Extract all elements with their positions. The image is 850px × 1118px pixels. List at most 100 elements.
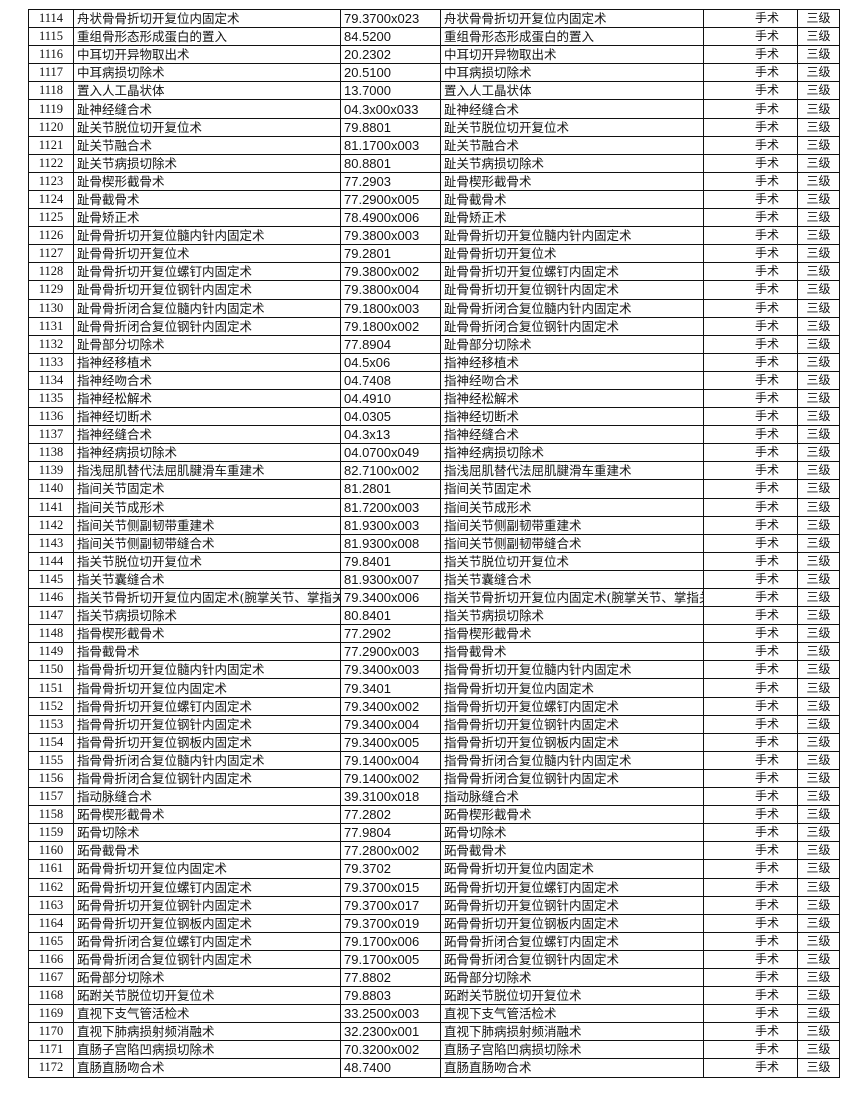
procedure-type: 手术: [703, 895, 798, 915]
procedure-name: 趾关节脱位切开复位术: [73, 117, 341, 137]
procedure-level: 三级: [797, 986, 840, 1006]
table-row: 1118 置入人工晶状体 13.7000 置入人工晶状体 手术 三级: [28, 81, 840, 101]
table-row: 1120 趾关节脱位切开复位术 79.8801 趾关节脱位切开复位术 手术 三级: [28, 117, 840, 137]
procedure-name: 跖骨骨折切开复位螺钉内固定术: [73, 877, 341, 897]
procedure-name: 跖骨骨折切开复位钢针内固定术: [73, 895, 341, 915]
procedure-name: 趾骨骨折闭合复位钢针内固定术: [73, 316, 341, 336]
procedure-code: 79.3400x005: [340, 732, 441, 752]
procedure-level: 三级: [797, 189, 840, 210]
procedure-name-2: 指关节骨折切开复位内固定术(腕掌关节、掌指关: [440, 587, 704, 608]
row-number: 1159: [28, 823, 74, 843]
row-number: 1153: [28, 714, 74, 734]
procedure-name-2: 指骨骨折切开复位钢板内固定术: [440, 732, 704, 752]
row-number: 1141: [28, 497, 74, 517]
procedure-code: 39.3100x018: [340, 787, 441, 807]
procedure-name-2: 指神经移植术: [440, 352, 704, 372]
table-row: 1149 指骨截骨术 77.2900x003 指骨截骨术 手术 三级: [28, 642, 840, 662]
procedure-type: 手术: [703, 244, 798, 264]
procedure-type: 手术: [703, 461, 798, 481]
procedure-type: 手术: [703, 407, 798, 427]
row-number: 1163: [28, 895, 74, 915]
procedure-code: 04.3x00x033: [340, 99, 441, 119]
procedure-name-2: 指神经病损切除术: [440, 443, 704, 463]
procedure-type: 手术: [703, 1004, 798, 1024]
procedure-name: 趾骨部分切除术: [73, 334, 341, 354]
procedure-level: 三级: [797, 551, 840, 571]
row-number: 1136: [28, 407, 74, 427]
procedure-name-2: 趾骨骨折切开复位术: [440, 244, 704, 264]
row-number: 1122: [28, 153, 74, 173]
procedure-code: 77.2800x002: [340, 841, 441, 861]
table-row: 1150 指骨骨折切开复位髓内针内固定术 79.3400x003 指骨骨折切开复位髓内…: [28, 660, 840, 680]
procedure-level: 三级: [797, 587, 840, 608]
procedure-name-2: 中耳切开异物取出术: [440, 45, 704, 65]
procedure-code: 79.8801: [340, 117, 441, 137]
procedure-level: 三级: [797, 262, 840, 282]
procedure-type: 手术: [703, 388, 798, 409]
procedure-level: 三级: [797, 967, 840, 988]
procedure-code: 80.8401: [340, 606, 441, 626]
procedure-name: 指关节囊缝合术: [73, 569, 341, 590]
row-number: 1115: [28, 27, 74, 47]
procedure-name: 指骨截骨术: [73, 642, 341, 662]
procedure-code: 81.9300x007: [340, 569, 441, 590]
procedure-level: 三级: [797, 606, 840, 626]
table-row: 1126 趾骨骨折切开复位髓内针内固定术 79.3800x003 趾骨骨折切开复位髓内…: [28, 226, 840, 246]
procedure-code: 79.3400x004: [340, 714, 441, 734]
procedure-type: 手术: [703, 587, 798, 608]
procedure-name-2: 跖骨楔形截骨术: [440, 805, 704, 825]
table-row: 1144 指关节脱位切开复位术 79.8401 指关节脱位切开复位术 手术 三级: [28, 551, 840, 571]
table-row: 1124 趾骨截骨术 77.2900x005 趾骨截骨术 手术 三级: [28, 189, 840, 210]
procedure-level: 三级: [797, 1004, 840, 1024]
procedure-level: 三级: [797, 461, 840, 481]
procedure-name-2: 指神经缝合术: [440, 425, 704, 445]
procedure-level: 三级: [797, 425, 840, 445]
procedure-level: 三级: [797, 714, 840, 734]
procedure-type: 手术: [703, 1022, 798, 1042]
procedure-code: 79.3401: [340, 678, 441, 698]
procedure-type: 手术: [703, 660, 798, 680]
procedure-name: 置入人工晶状体: [73, 81, 341, 101]
procedure-level: 三级: [797, 226, 840, 246]
row-number: 1150: [28, 660, 74, 680]
procedure-type: 手术: [703, 425, 798, 445]
table-row: 1165 跖骨骨折闭合复位螺钉内固定术 79.1700x006 跖骨骨折闭合复位螺钉内…: [28, 931, 840, 951]
procedure-level: 三级: [797, 895, 840, 915]
table-row: 1171 直肠子宫陷凹病损切除术 70.3200x002 直肠子宫陷凹病损切除术 手术三…: [28, 1040, 840, 1060]
procedure-name: 跖骨骨折切开复位钢板内固定术: [73, 913, 341, 933]
procedure-level: 三级: [797, 208, 840, 228]
procedure-name-2: 指神经松解术: [440, 388, 704, 409]
procedure-name-2: 直肠子宫陷凹病损切除术: [440, 1040, 704, 1060]
table-row: 1146 指关节骨折切开复位内固定术(腕掌关节、掌指关 79.3400x006 指关节…: [28, 587, 840, 608]
procedure-name-2: 置入人工晶状体: [440, 81, 704, 101]
table-row: 1127 趾骨骨折切开复位术 79.2801 趾骨骨折切开复位术 手术 三级: [28, 244, 840, 264]
procedure-type: 手术: [703, 443, 798, 463]
procedure-code: 79.1800x003: [340, 298, 441, 318]
procedure-code: 77.2802: [340, 805, 441, 825]
procedure-level: 三级: [797, 768, 840, 789]
procedure-name: 指骨骨折闭合复位髓内针内固定术: [73, 750, 341, 770]
procedure-name: 跖骨骨折闭合复位钢针内固定术: [73, 949, 341, 969]
table-row: 1163 跖骨骨折切开复位钢针内固定术 79.3700x017 跖骨骨折切开复位钢针内…: [28, 895, 840, 915]
procedure-name-2: 趾关节融合术: [440, 135, 704, 155]
procedure-level: 三级: [797, 732, 840, 752]
procedure-name-2: 趾骨骨折闭合复位钢针内固定术: [440, 316, 704, 336]
procedure-name: 重组骨形态形成蛋白的置入: [73, 27, 341, 47]
procedure-code: 79.3800x003: [340, 226, 441, 246]
table-row: 1164 跖骨骨折切开复位钢板内固定术 79.3700x019 跖骨骨折切开复位钢板内…: [28, 913, 840, 933]
table-row: 1138 指神经病损切除术 04.0700x049 指神经病损切除术 手术 三级: [28, 443, 840, 463]
table-row: 1142 指间关节侧副韧带重建术 81.9300x003 指间关节侧副韧带重建术 手术三…: [28, 515, 840, 535]
table-row: 1172 直肠直肠吻合术 48.7400 直肠直肠吻合术 手术 三级: [28, 1058, 840, 1078]
procedure-name: 指骨骨折闭合复位钢针内固定术: [73, 768, 341, 789]
procedure-level: 三级: [797, 841, 840, 861]
procedure-code: 80.8801: [340, 153, 441, 173]
row-number: 1164: [28, 913, 74, 933]
procedure-level: 三级: [797, 27, 840, 47]
row-number: 1143: [28, 533, 74, 553]
row-number: 1123: [28, 171, 74, 191]
procedure-name: 趾骨骨折切开复位钢针内固定术: [73, 280, 341, 300]
row-number: 1140: [28, 479, 74, 499]
procedure-name: 指间关节侧副韧带缝合术: [73, 533, 341, 553]
procedure-code: 04.4910: [340, 388, 441, 409]
row-number: 1142: [28, 515, 74, 535]
